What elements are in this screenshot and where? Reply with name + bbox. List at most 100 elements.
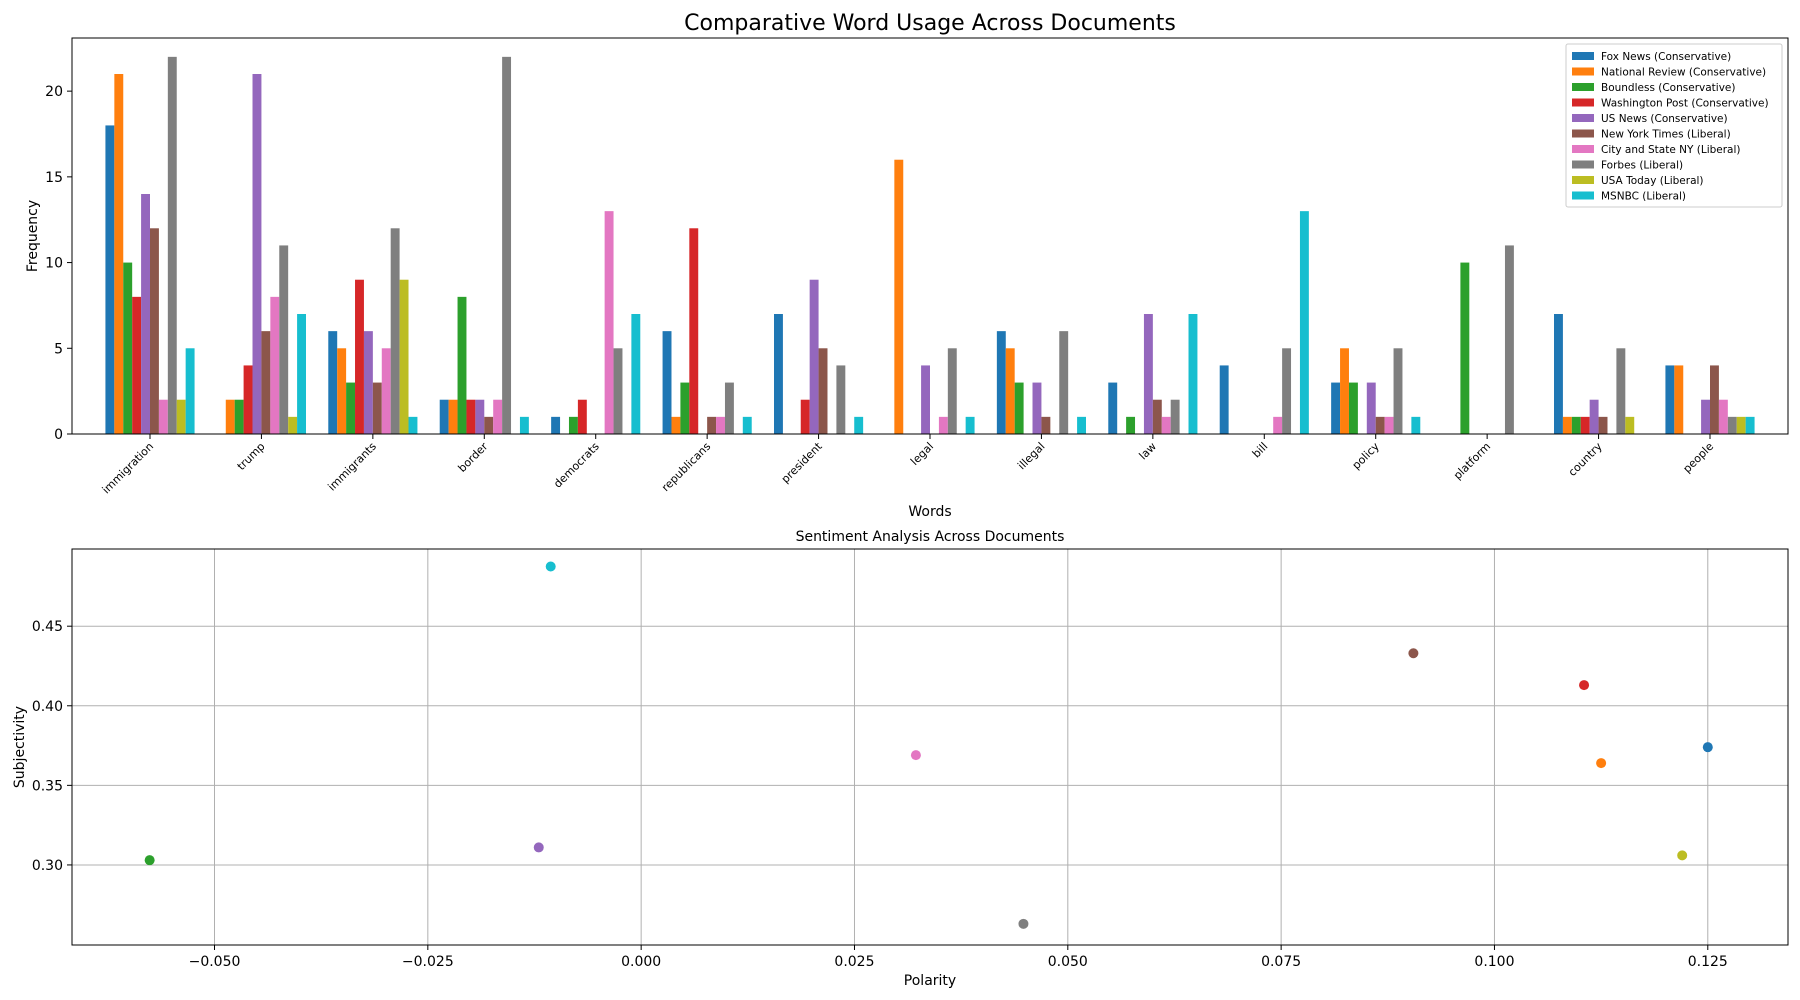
legend-entry: MSNBC (Liberal): [1601, 191, 1686, 203]
scatter-chart-x-ticks: −0.050 −0.025 0.000 0.025 0.050 0.075 0.100 0.1…: [189, 945, 1728, 970]
bar: [938, 416, 948, 434]
bar: [252, 74, 262, 434]
x-tick-label: −0.025: [402, 954, 454, 970]
bar: [502, 56, 512, 434]
scatter-point: [1596, 758, 1607, 769]
bar: [176, 399, 186, 434]
bar: [1411, 416, 1421, 434]
bar: [724, 382, 734, 434]
bar: [355, 279, 364, 434]
bar: [1393, 348, 1403, 434]
bar: [1384, 416, 1394, 434]
legend-entry: Washington Post (Conservative): [1601, 98, 1769, 110]
legend-swatch: [1572, 114, 1594, 122]
legend-entry: National Review (Conservative): [1601, 67, 1766, 79]
bar: [1375, 416, 1385, 434]
y-tick-label: 0.40: [32, 699, 63, 715]
bar: [475, 399, 485, 434]
scatter-point: [144, 855, 155, 866]
bar: [742, 416, 752, 434]
scatter-point: [545, 561, 556, 572]
bar: [399, 279, 409, 434]
bar: [1580, 416, 1590, 434]
bar: [1170, 399, 1180, 434]
legend-swatch: [1572, 83, 1594, 91]
bar: [493, 399, 503, 434]
bar: [372, 382, 382, 434]
x-tick-label: 0.100: [1474, 954, 1514, 970]
bar: [577, 399, 587, 434]
bar: [662, 331, 672, 434]
scatter-chart-frame: [71, 548, 1789, 946]
bar: [965, 416, 975, 434]
bar: [1366, 382, 1376, 434]
scatter-chart-title: Sentiment Analysis Across Documents: [796, 529, 1065, 545]
bar: [809, 279, 819, 434]
bar-chart-x-label: Words: [908, 504, 951, 520]
legend-swatch: [1572, 191, 1594, 200]
bar: [519, 416, 529, 434]
scatter-chart-y-label: Subjectivity: [12, 706, 28, 788]
bar: [707, 416, 717, 434]
bar: [1282, 348, 1292, 434]
bar: [1348, 382, 1358, 434]
bar: [150, 228, 159, 434]
bar-chart-y-label: Frequency: [25, 200, 41, 272]
y-tick-label: 0.45: [32, 619, 63, 635]
bar: [1161, 416, 1171, 434]
bar-chart: Comparative Word Usage Across Documents …: [25, 11, 1789, 520]
bar-chart-bars: [105, 56, 1755, 434]
legend-entry: Fox News (Conservative): [1601, 51, 1731, 63]
bar: [234, 399, 244, 434]
y-tick-label: 10: [45, 256, 63, 272]
bar: [1152, 399, 1162, 434]
bar: [167, 56, 177, 434]
bar: [1108, 382, 1118, 434]
scatter-point: [1677, 850, 1688, 861]
bar: [1554, 314, 1563, 434]
bar: [390, 228, 400, 434]
bar: [158, 399, 168, 434]
bar: [604, 211, 614, 434]
bar: [1273, 416, 1283, 434]
bar: [921, 365, 930, 434]
bar: [1504, 245, 1514, 434]
bar: [1126, 416, 1136, 434]
bar: [1598, 416, 1608, 434]
bar: [1718, 399, 1728, 434]
legend-entry: New York Times (Liberal): [1601, 129, 1731, 141]
bar: [1143, 314, 1153, 434]
bar: [484, 416, 494, 434]
legend-swatch: [1572, 160, 1594, 169]
bar: [1736, 416, 1746, 434]
y-tick-label: 0: [54, 427, 63, 443]
bar: [1032, 382, 1042, 434]
bar: [363, 331, 373, 434]
legend-entry: Boundless (Conservative): [1601, 82, 1735, 94]
bar: [1665, 365, 1675, 434]
legend-swatch: [1572, 145, 1594, 153]
y-tick-label: 5: [54, 341, 63, 357]
bar: [132, 296, 142, 434]
bar: [1727, 416, 1737, 434]
bar: [439, 399, 449, 434]
bar: [1571, 416, 1581, 434]
bar: [1077, 416, 1086, 434]
scatter-chart-points: [144, 561, 1713, 929]
bar: [288, 416, 298, 434]
bar: [141, 194, 150, 434]
legend-swatch: [1572, 176, 1594, 184]
y-tick-label: 0.30: [32, 858, 63, 874]
bar-chart-y-ticks: 0 5 10 15 20: [45, 84, 72, 443]
bar: [279, 245, 289, 434]
x-tick-label: 0.050: [1048, 954, 1088, 970]
bar: [774, 314, 783, 434]
bar: [105, 125, 115, 434]
x-tick-label: 0.000: [621, 954, 661, 970]
bar: [381, 348, 391, 434]
bar: [1701, 399, 1710, 434]
scatter-point: [910, 750, 921, 761]
scatter-point: [1702, 742, 1713, 753]
bar-chart-title: Comparative Word Usage Across Documents: [684, 11, 1176, 36]
